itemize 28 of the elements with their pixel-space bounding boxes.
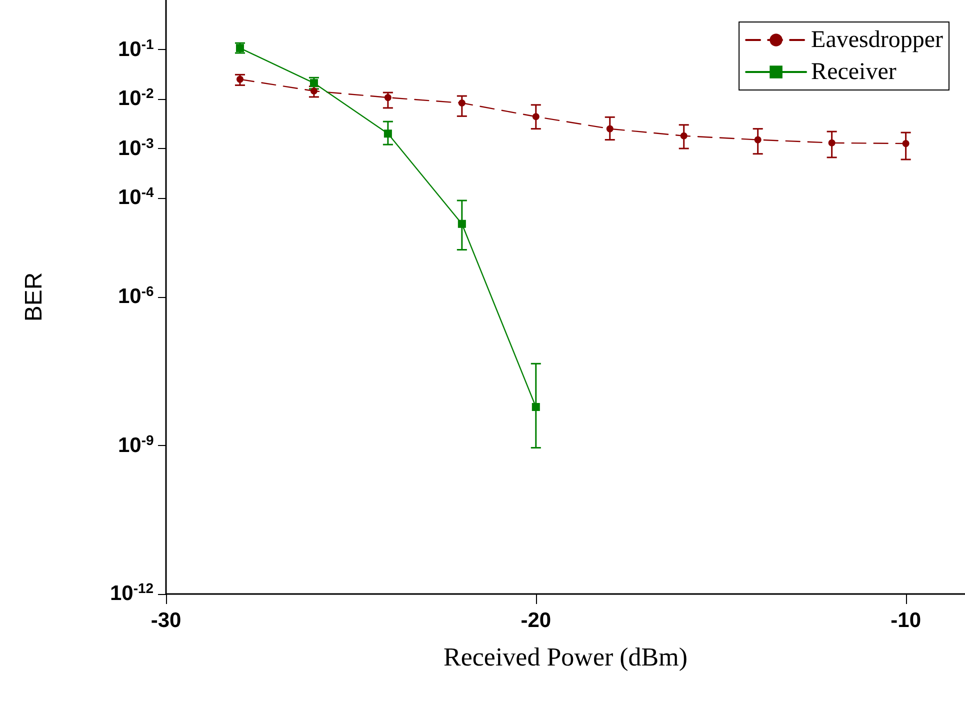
y-tick-label: 10$^{-9}$ [118,432,154,458]
x-tick-label: -10 [890,609,921,632]
y-tick-label: 10$^{-3}$ [118,134,154,160]
y-tick-label: 10$^{-12}$ [110,580,154,606]
x-tick-label: -30 [150,609,182,632]
y-tick-label: 10$^{-6}$ [118,283,154,309]
point [384,130,392,138]
point [532,113,540,120]
point [310,79,318,88]
point [606,125,614,132]
y-tick-label: 10$^{-1}$ [118,36,154,62]
point [828,139,836,146]
point [532,402,540,411]
point [902,140,910,148]
legend-label: Eavesdropper [811,27,944,53]
point [458,100,466,107]
y-axis-title: BER [20,272,48,322]
legend-label: Receiver [811,59,896,85]
point [384,94,392,102]
y-tick-label: 10$^{-4}$ [118,184,154,210]
point [236,76,244,83]
point [310,88,318,95]
x-tick-label: -20 [520,609,552,632]
point [458,220,466,228]
point [680,132,688,140]
x-axis-title: Received Power (dBm) [443,642,688,672]
y-tick-label: 10$^{-2}$ [118,85,154,111]
point [754,136,762,144]
